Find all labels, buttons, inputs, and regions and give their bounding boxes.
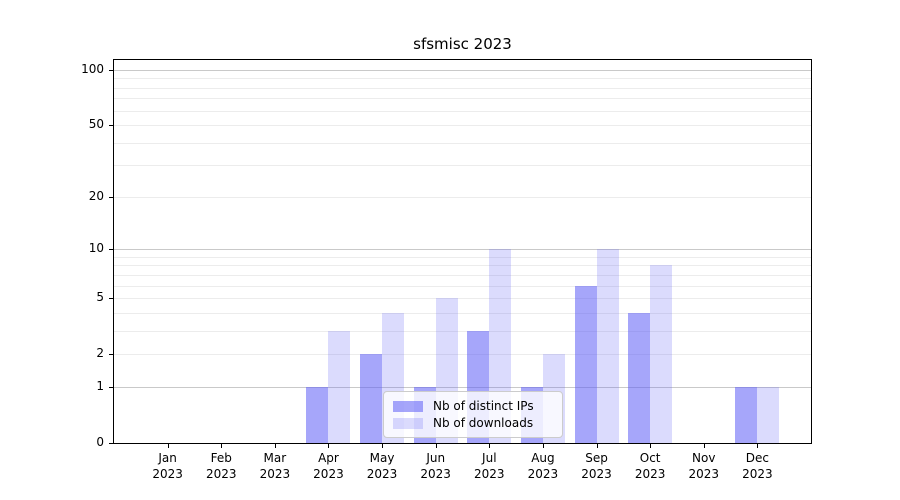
y-tick-label: 10 <box>88 241 104 256</box>
legend: Nb of distinct IPs Nb of downloads <box>383 391 563 438</box>
legend-item-downloads: Nb of downloads <box>393 416 553 430</box>
y-tick <box>109 443 113 444</box>
bar-distinct-ips <box>360 354 383 443</box>
bar-downloads <box>328 330 351 443</box>
y-tick <box>109 386 113 388</box>
legend-item-distinct-ips: Nb of distinct IPs <box>393 399 553 413</box>
minor-gridline <box>114 256 811 258</box>
y-tick-label: 1 <box>96 378 104 393</box>
y-tick <box>109 249 113 251</box>
x-tick-label: Apr 2023 <box>313 451 344 481</box>
y-tick-label: 50 <box>88 117 104 132</box>
plot-area <box>113 59 812 444</box>
y-tick <box>109 196 113 198</box>
minor-gridline <box>114 125 811 127</box>
major-gridline <box>114 386 811 388</box>
minor-gridline <box>114 142 811 144</box>
x-tick-label: May 2023 <box>366 451 398 481</box>
y-tick <box>109 70 113 71</box>
minor-gridline <box>114 98 811 100</box>
y-tick-label: 0 <box>96 435 104 449</box>
major-gridline <box>114 70 811 71</box>
x-tick-label: Jun 2023 <box>420 451 451 481</box>
bar-downloads <box>757 386 780 443</box>
x-tick-label: Jul 2023 <box>474 451 505 481</box>
bar-distinct-ips <box>735 386 758 443</box>
minor-gridline <box>114 265 811 267</box>
y-tick-label: 2 <box>96 346 104 361</box>
minor-gridline <box>114 354 811 356</box>
minor-gridline <box>114 312 811 314</box>
x-tick-label: Oct 2023 <box>634 451 666 481</box>
x-tick <box>757 444 759 448</box>
y-tick <box>109 298 113 300</box>
x-tick <box>328 444 330 448</box>
legend-label-distinct-ips: Nb of distinct IPs <box>433 399 534 413</box>
x-tick-label: Sep 2023 <box>581 451 612 481</box>
x-tick-label: Jan 2023 <box>152 451 183 481</box>
x-tick <box>274 444 276 448</box>
x-tick <box>703 444 705 448</box>
y-tick-label: 100 <box>81 62 104 76</box>
minor-gridline <box>114 330 811 332</box>
x-tick-label: Nov 2023 <box>688 451 720 481</box>
minor-gridline <box>114 165 811 167</box>
minor-gridline <box>114 298 811 300</box>
x-tick-label: Feb 2023 <box>205 451 237 481</box>
x-tick <box>489 444 491 448</box>
x-tick <box>167 444 169 448</box>
x-tick <box>596 444 598 448</box>
x-tick <box>650 444 652 448</box>
y-tick <box>109 354 113 356</box>
x-tick-label: Aug 2023 <box>527 451 559 481</box>
bar-distinct-ips <box>574 285 597 443</box>
minor-gridline <box>114 87 811 89</box>
bar-downloads <box>596 249 619 443</box>
legend-swatch-downloads <box>393 417 423 429</box>
y-tick-label: 20 <box>88 188 104 203</box>
x-tick <box>221 444 223 448</box>
minor-gridline <box>114 196 811 198</box>
minor-gridline <box>114 274 811 276</box>
x-tick-label: Dec 2023 <box>742 451 773 481</box>
bar-distinct-ips <box>628 312 651 443</box>
y-tick-label: 5 <box>96 290 104 305</box>
x-tick <box>435 444 437 448</box>
minor-gridline <box>114 110 811 112</box>
legend-label-downloads: Nb of downloads <box>433 416 534 430</box>
y-tick <box>109 125 113 127</box>
x-tick <box>542 444 544 448</box>
minor-gridline <box>114 78 811 80</box>
legend-swatch-distinct-ips <box>393 400 423 412</box>
bar-distinct-ips <box>306 386 329 443</box>
bar-downloads <box>650 265 673 443</box>
major-gridline <box>114 249 811 251</box>
chart-title: sfsmisc 2023 <box>413 35 512 53</box>
x-tick-label: Mar 2023 <box>259 451 291 481</box>
minor-gridline <box>114 285 811 287</box>
x-tick <box>382 444 384 448</box>
